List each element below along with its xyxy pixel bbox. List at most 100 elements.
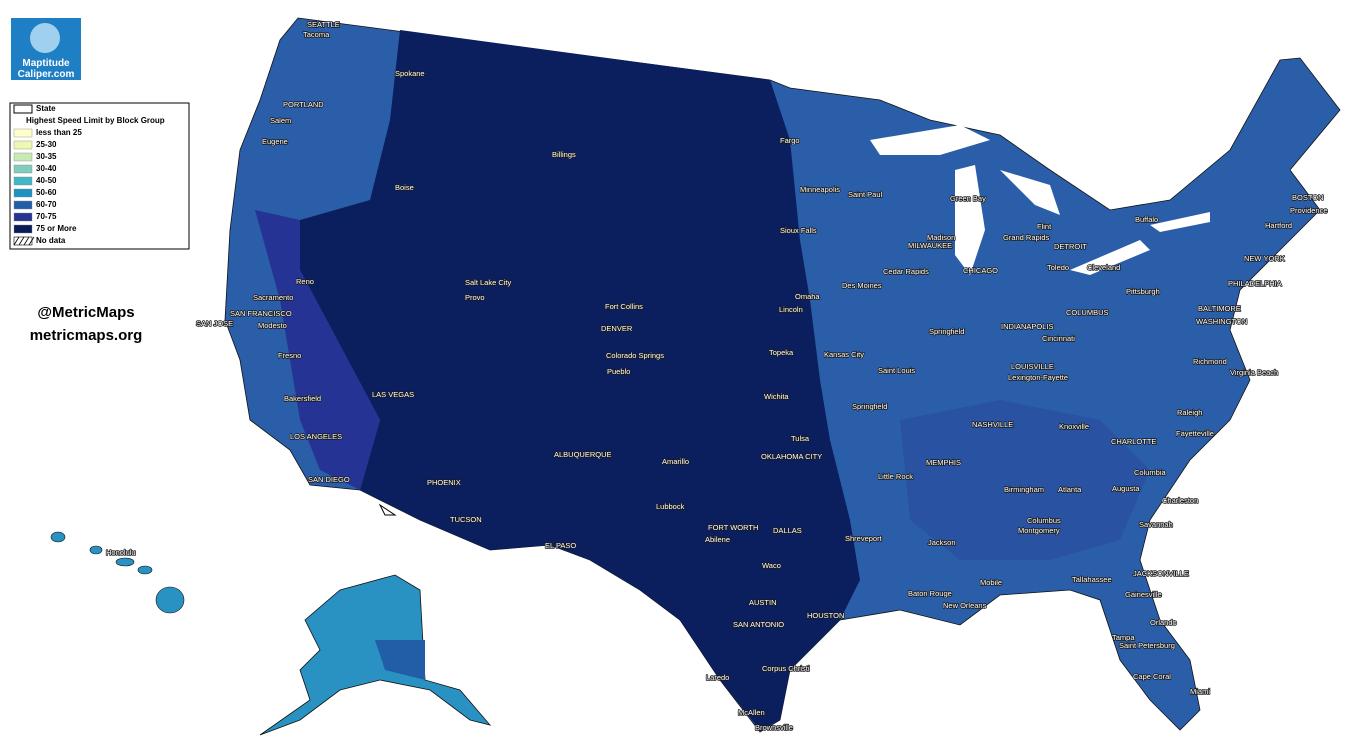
city-label: Raleigh (1177, 408, 1202, 417)
handle: @MetricMaps (37, 304, 134, 321)
us-east-mid (900, 400, 1150, 560)
city-label: CHICAGO (963, 266, 998, 275)
city-label: Green Bay (950, 194, 986, 203)
city-label: Miami (1190, 687, 1210, 696)
no-data-area (378, 503, 397, 516)
city-label: DETROIT (1054, 242, 1087, 251)
city-label: COLUMBUS (1066, 308, 1109, 317)
city-label: Flint (1037, 222, 1052, 231)
city-label: Mobile (980, 578, 1002, 587)
legend-state: State (36, 104, 56, 113)
city-label: Lubbock (656, 502, 685, 511)
city-label: Bakersfield (284, 394, 321, 403)
legend-label: 30-40 (36, 164, 57, 173)
city-label: Hartford (1265, 221, 1292, 230)
city-label: NASHVILLE (972, 420, 1013, 429)
city-label: McAllen (738, 708, 765, 717)
lake-ontario (1150, 212, 1210, 232)
city-label: Tampa (1112, 633, 1135, 642)
city-label: Tulsa (791, 434, 810, 443)
city-label: Richmond (1193, 357, 1227, 366)
city-label: Tacoma (303, 30, 330, 39)
city-label: LAS VEGAS (372, 390, 414, 399)
lakes (870, 125, 1210, 275)
city-label: Minneapolis (800, 185, 840, 194)
city-label: Lexington-Fayette (1008, 373, 1068, 382)
legend-label: 60-70 (36, 200, 57, 209)
logo-name: Maptitude (22, 58, 70, 69)
city-label: CHARLOTTE (1111, 437, 1156, 446)
city-label: ALBUQUERQUE (554, 450, 612, 459)
city-label: Honolulu (106, 548, 136, 557)
logo-site: Caliper.com (18, 69, 75, 80)
city-label: DALLAS (773, 526, 802, 535)
hatch (23, 236, 30, 246)
city-label: BALTIMORE (1198, 304, 1241, 313)
city-label: Boise (395, 183, 414, 192)
legend-title: Highest Speed Limit by Block Group (26, 116, 165, 125)
hawaii-island (137, 565, 153, 575)
legend-label: 30-35 (36, 152, 57, 161)
city-label: Cedar Rapids (883, 267, 929, 276)
city-label: Waco (762, 561, 781, 570)
city-label: Colorado Springs (606, 351, 664, 360)
city-label: Modesto (258, 321, 287, 330)
legend-label: 25-30 (36, 140, 57, 149)
city-label: PHILADELPHIA (1228, 279, 1282, 288)
city-label: Charleston (1162, 496, 1198, 505)
city-label: Eugene (262, 137, 288, 146)
city-label: Laredo (706, 673, 729, 682)
city-label: Sacramento (253, 293, 293, 302)
city-label: OKLAHOMA CITY (761, 452, 822, 461)
city-label: Pittsburgh (1126, 287, 1160, 296)
city-label: SEATTLE (307, 20, 340, 29)
city-label: Madison (927, 233, 955, 242)
legend-swatch (13, 152, 33, 162)
city-label: Orlando (1150, 618, 1177, 627)
legend-swatch (13, 164, 33, 174)
hawaii-island (89, 545, 103, 555)
city-label: Fresno (278, 351, 301, 360)
city-label: New Orleans (943, 601, 987, 610)
legend-label: 75 or More (36, 224, 77, 233)
city-label: INDIANAPOLIS (1001, 322, 1054, 331)
city-label: MILWAUKEE (908, 241, 952, 250)
city-label: TUCSON (450, 515, 482, 524)
hatch (28, 236, 35, 246)
legend-items: less than 25 25-30 30-35 30-40 40-50 50-60 60-… (13, 128, 82, 246)
city-label: LOUISVILLE (1011, 362, 1054, 371)
legend-swatch (13, 212, 33, 222)
city-label: Springfield (929, 327, 964, 336)
city-label: Buffalo (1135, 215, 1158, 224)
legend-nodata-swatch (13, 236, 33, 246)
city-label: Billings (552, 150, 576, 159)
legend-label: 40-50 (36, 176, 57, 185)
city-label: BOSTON (1292, 193, 1324, 202)
us-west-fast (300, 30, 860, 730)
alaska-south (375, 640, 425, 680)
city-label: SAN ANTONIO (733, 620, 784, 629)
hatch (18, 236, 25, 246)
city-label: Salt Lake City (465, 278, 512, 287)
legend-swatch (13, 176, 33, 186)
city-label: Fort Collins (605, 302, 643, 311)
city-label: NEW YORK (1244, 254, 1285, 263)
city-label: Columbia (1134, 468, 1167, 477)
city-label: Kansas City (824, 350, 864, 359)
city-label: EL PASO (545, 541, 576, 550)
hawaii-island (50, 531, 66, 543)
city-label: Omaha (795, 292, 820, 301)
city-label: Reno (296, 277, 314, 286)
legend-state-swatch (13, 104, 33, 114)
legend-swatch (13, 128, 33, 138)
city-label: Providence (1290, 206, 1328, 215)
city-label: FORT WORTH (708, 523, 758, 532)
city-label: Saint Louis (878, 366, 915, 375)
city-label: PHOENIX (427, 478, 461, 487)
city-label: Wichita (764, 392, 789, 401)
city-label: Des Moines (842, 281, 882, 290)
city-label: Virginia Beach (1230, 368, 1278, 377)
city-label: Abilene (705, 535, 730, 544)
legend-label: 50-60 (36, 188, 57, 197)
